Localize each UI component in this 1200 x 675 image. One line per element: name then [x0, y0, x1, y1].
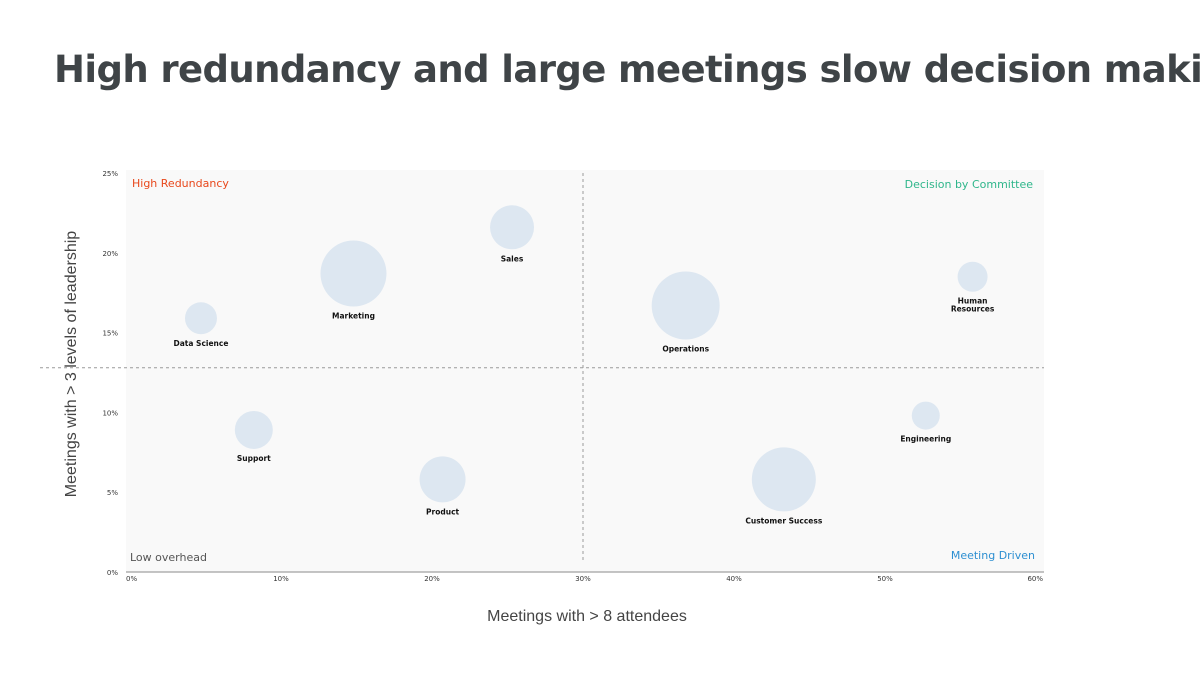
bubble	[419, 456, 466, 503]
bubble-label: Customer Success	[745, 516, 822, 525]
bubble-label: Resources	[951, 305, 995, 314]
bubble-label: Support	[237, 454, 271, 463]
x-axis-title: Meetings with > 8 attendees	[487, 608, 687, 625]
bubble	[911, 401, 940, 430]
bubble-label: Operations	[662, 344, 709, 353]
plot-background	[126, 170, 1044, 572]
bubble-label: Human	[958, 297, 988, 306]
y-tick-label: 5%	[107, 489, 118, 497]
bubble	[184, 302, 217, 335]
bubble	[751, 447, 816, 512]
quadrant-label: High Redundancy	[132, 177, 229, 190]
slide-title: High redundancy and large meetings slow …	[54, 48, 1200, 91]
y-axis-title: Meetings with > 3 levels of leadership	[63, 231, 80, 497]
quadrant-label: Decision by Committee	[905, 178, 1034, 191]
bubble-label: Marketing	[332, 312, 375, 321]
y-tick-label: 25%	[102, 170, 118, 178]
x-tick-label: 40%	[726, 575, 742, 583]
y-tick-label: 0%	[107, 569, 118, 577]
bubble	[320, 240, 387, 307]
bubble	[490, 205, 535, 250]
y-tick-label: 10%	[102, 409, 118, 417]
bubble-label: Data Science	[174, 339, 229, 348]
x-tick-label: 10%	[273, 575, 289, 583]
x-tick-label: 50%	[877, 575, 893, 583]
y-tick-label: 20%	[102, 250, 118, 258]
x-tick-label: 0%	[126, 575, 137, 583]
quadrant-label: Low overhead	[130, 551, 207, 564]
x-tick-label: 30%	[575, 575, 591, 583]
bubble-label: Product	[426, 507, 460, 516]
x-tick-label: 60%	[1027, 575, 1043, 583]
bubble	[651, 271, 720, 340]
quadrant-label: Meeting Driven	[951, 549, 1035, 562]
bubble	[957, 261, 988, 292]
y-tick-label: 15%	[102, 330, 118, 338]
bubble-label: Engineering	[900, 435, 951, 444]
bubble	[234, 410, 273, 449]
bubble-label: Sales	[501, 254, 524, 263]
x-tick-label: 20%	[424, 575, 440, 583]
